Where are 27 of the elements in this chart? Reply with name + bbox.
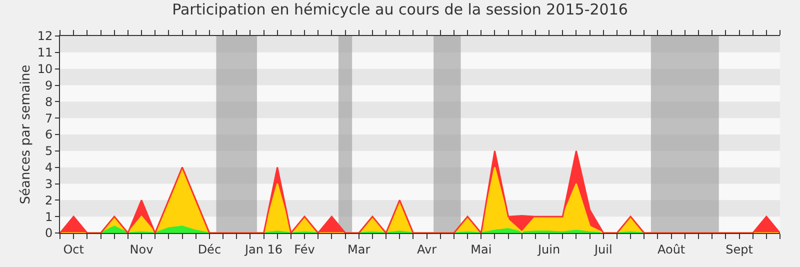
x-tick-label: Jan 16 — [244, 242, 283, 256]
x-tick-label: Oct — [63, 242, 84, 256]
x-tick-label: Juin — [537, 242, 560, 256]
y-tick-label: 8 — [44, 94, 53, 109]
y-tick-label: 3 — [44, 176, 53, 191]
y-tick-label: 9 — [44, 78, 53, 92]
x-tick-label: Nov — [130, 242, 154, 256]
chart-title: Participation en hémicycle au cours de la session 2015-2016 — [172, 0, 628, 19]
y-tick-label: 7 — [44, 111, 53, 126]
y-tick-label: 6 — [44, 128, 53, 142]
x-tick-label: Sept — [726, 242, 754, 256]
x-tick-label: Août — [657, 242, 686, 256]
y-axis-title: Séances par semaine — [18, 64, 34, 204]
x-tick-label: Mar — [348, 242, 370, 256]
y-tick-label: 10 — [37, 62, 53, 76]
y-tick-label: 2 — [44, 193, 53, 208]
x-tick-label: Avr — [417, 242, 437, 256]
y-tick-label: 5 — [44, 144, 53, 158]
y-tick-label: 0 — [44, 226, 53, 240]
y-tick-label: 4 — [44, 160, 53, 175]
x-tick-label: Fév — [294, 242, 315, 256]
x-tick-label: Mai — [470, 242, 492, 256]
x-tick-label: Juil — [593, 242, 612, 256]
x-tick-label: Déc — [198, 242, 222, 256]
y-tick-label: 12 — [37, 29, 53, 44]
y-tick-label: 1 — [44, 210, 53, 224]
y-tick-label: 11 — [37, 46, 53, 60]
